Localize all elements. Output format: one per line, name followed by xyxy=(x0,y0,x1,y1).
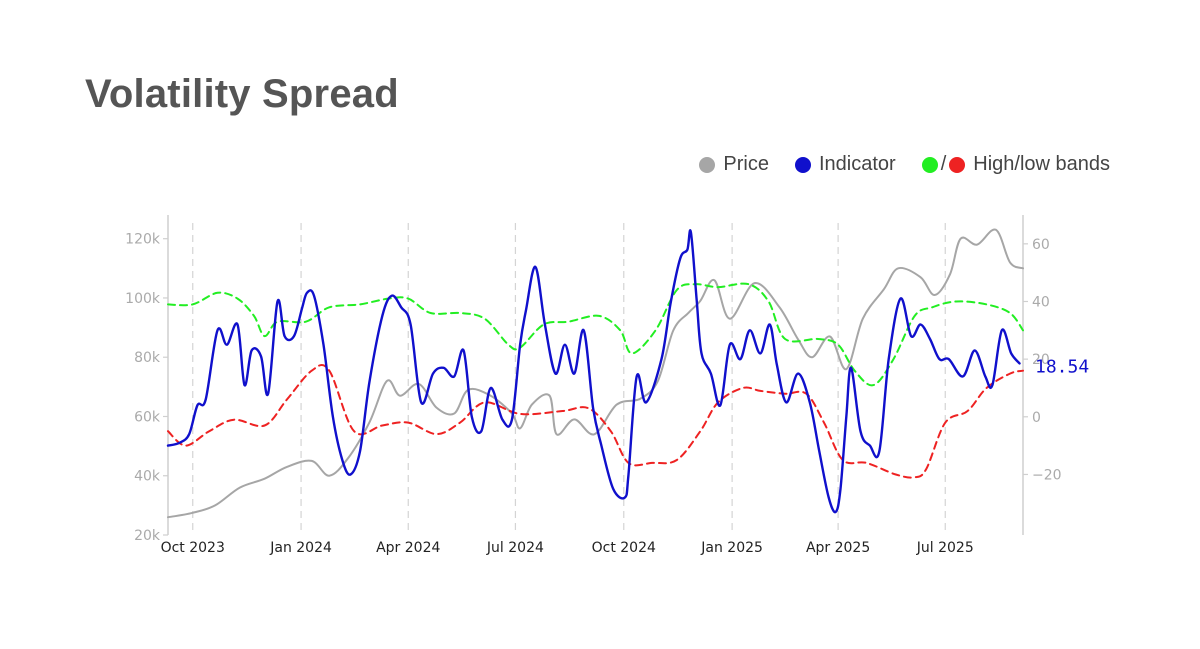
right-tick-label: 40 xyxy=(1032,294,1050,310)
indicator-line xyxy=(166,229,1021,514)
left-tick-label: 60k xyxy=(134,409,161,425)
legend-item-price[interactable]: Price xyxy=(699,153,769,176)
high-band-dot-icon xyxy=(921,156,938,173)
legend-item-bands[interactable]: / High/low bands xyxy=(921,153,1110,176)
price-line xyxy=(167,228,1024,519)
left-tick-label: 20k xyxy=(134,528,161,544)
right-tick-label: 0 xyxy=(1032,410,1041,426)
left-tick-label: 100k xyxy=(125,291,161,307)
x-tick-label: Oct 2023 xyxy=(161,540,225,556)
x-tick-label: Jan 2024 xyxy=(269,540,332,556)
legend-label-price: Price xyxy=(723,153,769,175)
left-tick-label: 80k xyxy=(134,350,161,366)
low-band-dot-icon xyxy=(949,156,966,173)
indicator-last-value: 18.54 xyxy=(1035,356,1089,377)
price-dot-icon xyxy=(699,156,716,173)
left-tick-label: 40k xyxy=(134,469,161,485)
chart-title: Volatility Spread xyxy=(85,72,399,116)
x-tick-label: Apr 2024 xyxy=(376,540,440,556)
right-tick-label: −20 xyxy=(1032,467,1062,483)
high-band-line xyxy=(167,282,1024,387)
legend-item-indicator[interactable]: Indicator xyxy=(794,153,896,176)
left-tick-label: 120k xyxy=(125,232,161,248)
x-tick-label: Apr 2025 xyxy=(806,540,870,556)
x-tick-label: Jul 2024 xyxy=(486,540,544,556)
x-tick-label: Jan 2025 xyxy=(700,540,763,556)
legend-bands-separator: / xyxy=(940,153,947,175)
x-tick-label: Oct 2024 xyxy=(592,540,656,556)
legend: Price Indicator / High/low bands xyxy=(673,153,1110,176)
right-tick-label: 20 xyxy=(1032,352,1050,368)
legend-label-bands: High/low bands xyxy=(973,153,1110,175)
low-band-line xyxy=(167,363,1024,479)
x-tick-label: Jul 2025 xyxy=(916,540,974,556)
indicator-dot-icon xyxy=(794,156,811,173)
legend-label-indicator: Indicator xyxy=(818,153,896,175)
right-tick-label: 60 xyxy=(1032,237,1050,253)
